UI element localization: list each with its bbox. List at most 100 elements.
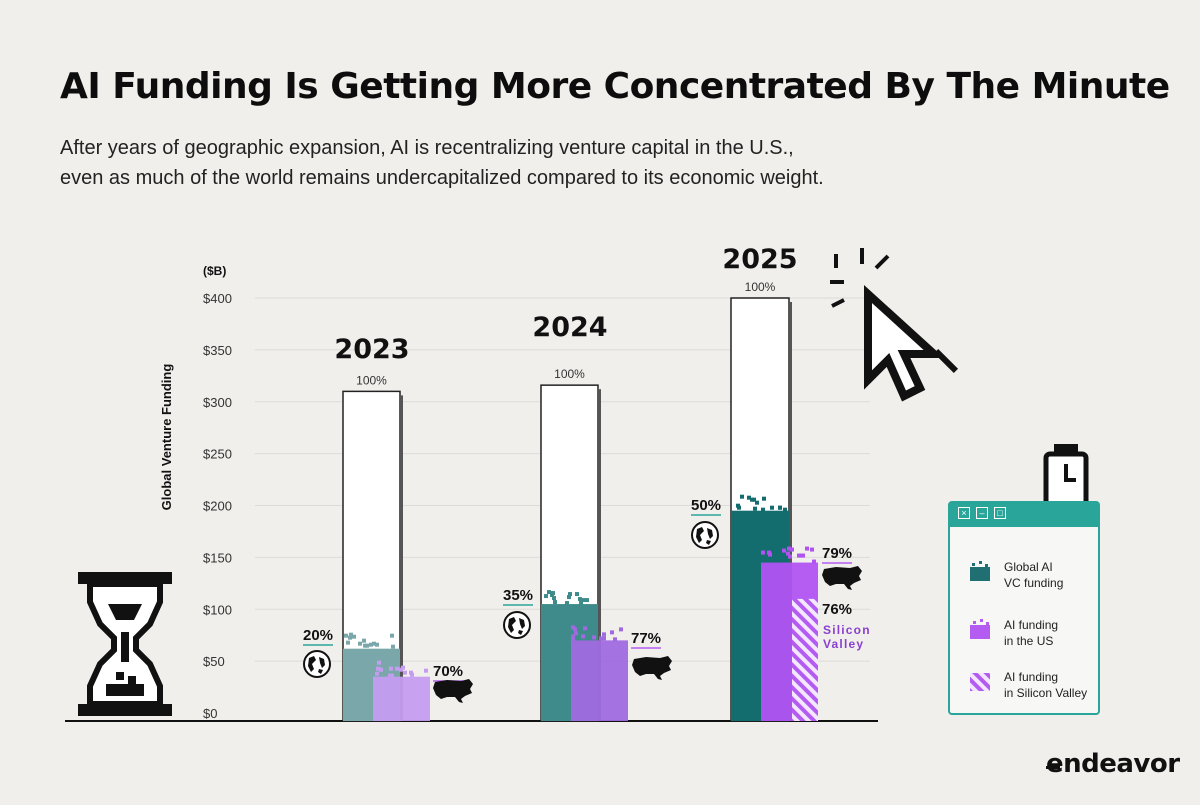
us-bar-pixel <box>571 634 575 639</box>
us-bar-pixel <box>810 547 814 552</box>
global-ai-bar-pixel <box>778 505 782 510</box>
us-map-icon <box>822 566 862 590</box>
global-ai-share-label: 20% <box>303 627 333 644</box>
global-ai-bar-pixel <box>747 495 751 500</box>
global-ai-bar-pixel <box>755 500 759 505</box>
global-ai-share-label: 35% <box>503 587 533 604</box>
y-tick-label: $250 <box>203 447 232 462</box>
legend-label-us: AI funding in the US <box>1004 617 1094 649</box>
global-ai-bar-pixel <box>375 642 379 647</box>
global-ai-bar-pixel <box>568 592 572 597</box>
global-ai-bar-pixel <box>369 642 373 647</box>
cursor-click-ray <box>874 254 890 270</box>
us-bar-pixel <box>599 636 603 641</box>
us-bar-pixel <box>399 667 403 672</box>
page-title: AI Funding Is Getting More Concentrated … <box>60 66 1170 107</box>
global-ai-bar-pixel <box>551 591 555 596</box>
us-bar-pixel <box>767 550 771 555</box>
minimize-icon[interactable]: – <box>976 507 988 519</box>
hourglass-sand-pixel <box>116 672 124 680</box>
hourglass-sand-top <box>108 604 142 620</box>
year-label-2025: 2025 <box>722 244 797 275</box>
legend-label-line: in Silicon Valley <box>1004 686 1088 700</box>
us-map-shape <box>433 679 473 703</box>
us-bar-pixel <box>379 667 383 672</box>
us-bar-pixel <box>619 627 623 632</box>
us-bar-pixel <box>602 632 606 637</box>
close-icon[interactable]: × <box>958 507 970 519</box>
global-ai-bar-pixel <box>737 505 741 510</box>
global-ai-bar-pixel <box>348 635 352 640</box>
cursor-click-ray <box>834 254 838 268</box>
us-share-label: 79% <box>822 545 852 562</box>
legend-label-line: in the US <box>1004 634 1054 648</box>
page-subtitle: After years of geographic expansion, AI … <box>60 133 960 193</box>
maximize-icon[interactable]: □ <box>994 507 1006 519</box>
globe-outline <box>691 521 719 549</box>
global-ai-bar-pixel <box>391 644 395 649</box>
hourglass-icon <box>78 572 172 716</box>
year-label-2024: 2024 <box>532 312 607 343</box>
us-bar-pixel <box>388 673 392 678</box>
us-bar-pixel <box>377 660 381 665</box>
us-map-icon <box>632 656 672 680</box>
us-bar-pixel <box>788 554 792 559</box>
us-bar-pixel <box>574 631 578 636</box>
legend-label-global-ai: Global AI VC funding <box>1004 559 1094 591</box>
global-ai-bar-pixel <box>553 600 557 605</box>
labels-layer: $0 $50 $100 $150 $200 $250 $300 $350 $400 ($B) Glo… <box>159 244 871 721</box>
silicon-valley-word-1: Silicon <box>823 623 871 637</box>
us-bar-pixel <box>805 546 809 551</box>
globe-continents <box>508 617 525 635</box>
y-tick-label: $300 <box>203 395 232 410</box>
us-bar-pixel <box>787 546 791 551</box>
global-ai-bar-pixel <box>565 601 569 606</box>
us-bar-pixel <box>571 625 575 630</box>
total-share-label: 100% <box>554 367 585 381</box>
global-ai-bar-pixel <box>365 643 369 648</box>
global-ai-bar-pixel <box>362 638 366 643</box>
y-tick-label: $150 <box>203 550 232 565</box>
global-ai-bar-pixel <box>740 494 744 499</box>
global-ai-bar-pixel <box>585 598 589 603</box>
total-share-label: 100% <box>356 373 387 387</box>
y-axis-title: Global Venture Funding <box>159 364 174 511</box>
global-ai-bar-pixel <box>358 641 362 646</box>
global-ai-bar-pixel <box>390 633 394 638</box>
globe-continents <box>308 656 325 674</box>
global-ai-bar-pixel <box>761 507 765 512</box>
us-map-shape <box>822 566 862 590</box>
us-bar-2023 <box>373 676 430 721</box>
endeavor-logo: endeavor <box>1046 749 1180 779</box>
silicon-valley-bar-2025 <box>792 598 818 721</box>
y-tick-label: $350 <box>203 343 232 358</box>
us-bar-pixel <box>761 550 765 555</box>
us-bar-pixel <box>610 630 614 635</box>
watch-strap-top <box>1054 444 1078 454</box>
hourglass-sand-bottom <box>106 684 144 696</box>
cursor-shadow <box>933 348 959 374</box>
legend-window: × – □ Global AI VC funding AI funding in… <box>948 501 1100 715</box>
cursor-click-ray <box>831 298 845 308</box>
globe-icon <box>503 611 531 639</box>
silicon-valley-word-2: Valley <box>823 637 864 651</box>
us-bar-pixel <box>583 626 587 631</box>
us-bar-pixel <box>602 636 606 641</box>
hatched-purple-swatch-icon <box>970 673 990 691</box>
y-tick-label: $0 <box>203 706 217 721</box>
legend-label-line: AI funding <box>1004 670 1059 684</box>
global-ai-bar-pixel <box>578 597 582 602</box>
pixel-cursor-icon <box>830 248 959 402</box>
global-ai-bar-pixel <box>567 595 571 600</box>
subtitle-line-2: even as much of the world remains underc… <box>60 167 824 189</box>
y-tick-label: $100 <box>203 602 232 617</box>
global-ai-bar-pixel <box>349 632 353 637</box>
us-bar-pixel <box>376 666 380 671</box>
y-tick-label: $400 <box>203 291 232 306</box>
hourglass-sand-stream <box>121 632 129 662</box>
global-ai-bar-pixel <box>346 640 350 645</box>
us-share-label: 70% <box>433 663 463 680</box>
cursor-arrow <box>864 284 945 402</box>
us-share-label: 77% <box>631 630 661 647</box>
